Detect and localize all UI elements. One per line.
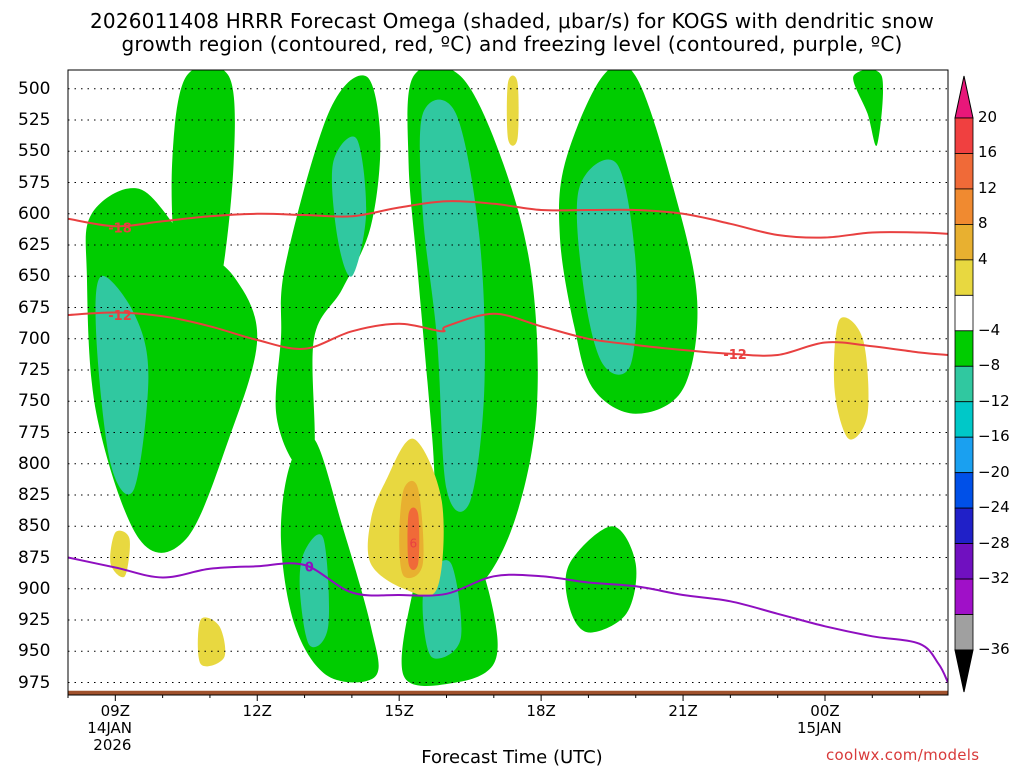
colorbar-segment-5 [954, 294, 974, 332]
omega-region--8-12 [331, 136, 367, 277]
colorbar-segment-9 [954, 436, 974, 474]
pressure-label-525: 525 [18, 110, 51, 130]
time-label-18Z: 18Z [526, 702, 556, 720]
colorbar-label-12: −32 [978, 569, 1010, 588]
pressure-label-725: 725 [18, 360, 51, 380]
colorbar-label-7: −12 [978, 391, 1010, 410]
colorbar-segment-8 [954, 401, 974, 438]
colorbar-label-5: −4 [978, 320, 1001, 339]
colorbar-segment-4 [954, 259, 974, 296]
colorbar-segment-13 [954, 578, 974, 615]
omega-shaded-regions [68, 70, 948, 695]
x-axis-title: Forecast Time (UTC) [421, 747, 603, 768]
credit-link[interactable]: coolwx.com/models [826, 746, 980, 764]
dgz-contour-minus12 [68, 311, 948, 357]
colorbar-top-arrow [954, 75, 974, 119]
omega-region--8-9 [95, 275, 149, 495]
colorbar-bottom-arrow [954, 649, 974, 693]
end-date-label: 15JAN [796, 719, 842, 737]
terrain-surface [68, 690, 948, 695]
start-date-label: 14JAN [87, 719, 133, 737]
pressure-label-800: 800 [18, 453, 51, 474]
pressure-label-950: 950 [18, 641, 51, 662]
colorbar-label-8: −16 [978, 427, 1010, 446]
colorbar-label-9: −20 [978, 462, 1010, 481]
pressure-label-975: 975 [18, 672, 51, 693]
pressure-label-875: 875 [18, 547, 51, 568]
chart-title-line2: growth region (contoured, red, ºC) and f… [121, 32, 903, 56]
pressure-label-750: 750 [18, 391, 51, 412]
pressure-label-675: 675 [18, 297, 51, 318]
colorbar-segment-2 [954, 188, 974, 225]
dgz-contour-minus12-label-0: -12 [108, 309, 132, 324]
colorbar-segment-1 [954, 153, 974, 190]
colorbar-label-2: 12 [978, 178, 998, 197]
colorbar-label-0: 20 [978, 108, 998, 126]
omega-region-4-16 [110, 530, 130, 578]
omega-region--4-7 [565, 526, 637, 633]
pressure-label-625: 625 [18, 235, 51, 255]
colorbar-segment-10 [954, 472, 974, 509]
colorbar-segment-7 [954, 365, 974, 403]
dgz-contour-minus18 [68, 200, 948, 239]
colorbar-segment-14 [954, 614, 974, 651]
time-label-21Z: 21Z [668, 702, 698, 720]
pressure-label-775: 775 [18, 422, 51, 443]
colorbar [954, 75, 974, 693]
colorbar-label-3: 8 [978, 214, 988, 233]
time-label-15Z: 15Z [384, 702, 414, 720]
pressure-label-925: 925 [18, 610, 51, 630]
temperature-contours: -18 -12 -12 0 6 [68, 200, 948, 683]
pressure-label-900: 900 [18, 578, 51, 599]
omega-region-4-17 [197, 617, 226, 667]
time-label-12Z: 12Z [242, 702, 272, 720]
pressure-label-650: 650 [18, 266, 51, 287]
time-label-00Z: 00Z [810, 702, 840, 720]
colorbar-label-10: −24 [978, 498, 1010, 517]
omega-region--4-8 [853, 70, 884, 146]
colorbar-segment-0 [954, 117, 974, 154]
omega-region-4-19 [506, 75, 519, 146]
colorbar-segment-11 [954, 507, 974, 544]
year-label: 2026 [93, 736, 132, 754]
omega-region--4-1 [171, 70, 235, 339]
colorbar-label-1: 16 [978, 143, 998, 162]
omega-region-12-21 [407, 507, 420, 571]
colorbar-label-4: 4 [978, 249, 988, 268]
axis-ticks [67, 695, 921, 701]
pressure-label-600: 600 [18, 203, 51, 224]
omega-region--8-14 [299, 534, 330, 648]
colorbar-segment-3 [954, 223, 974, 261]
pressure-label-700: 700 [18, 328, 51, 349]
plot-frame [67, 69, 949, 696]
dgz-contour-minus18-label-0: -18 [108, 222, 132, 237]
freezing-level-contour-label-0: 0 [305, 560, 314, 575]
time-label-09Z: 09Z [100, 702, 130, 720]
colorbar-segment-12 [954, 543, 974, 580]
omega-max-label: 6 [410, 537, 418, 551]
omega-region-4-18 [833, 317, 869, 440]
dgz-contour-minus12-label-1: -12 [723, 348, 747, 363]
pressure-label-500: 500 [18, 78, 51, 99]
chart-title-line1: 2026011408 HRRR Forecast Omega (shaded, … [89, 9, 935, 33]
omega-region--4-3 [275, 75, 381, 469]
colorbar-label-11: −28 [978, 533, 1010, 552]
freezing-level-contour [68, 556, 948, 683]
colorbar-label-13: −36 [978, 640, 1010, 658]
pressure-label-575: 575 [18, 172, 51, 193]
omega-region--4-2 [280, 435, 379, 683]
pressure-label-825: 825 [18, 485, 51, 505]
colorbar-segment-6 [954, 330, 974, 367]
pressure-label-850: 850 [18, 516, 51, 537]
colorbar-label-6: −8 [978, 356, 1001, 375]
pressure-label-550: 550 [18, 141, 51, 162]
